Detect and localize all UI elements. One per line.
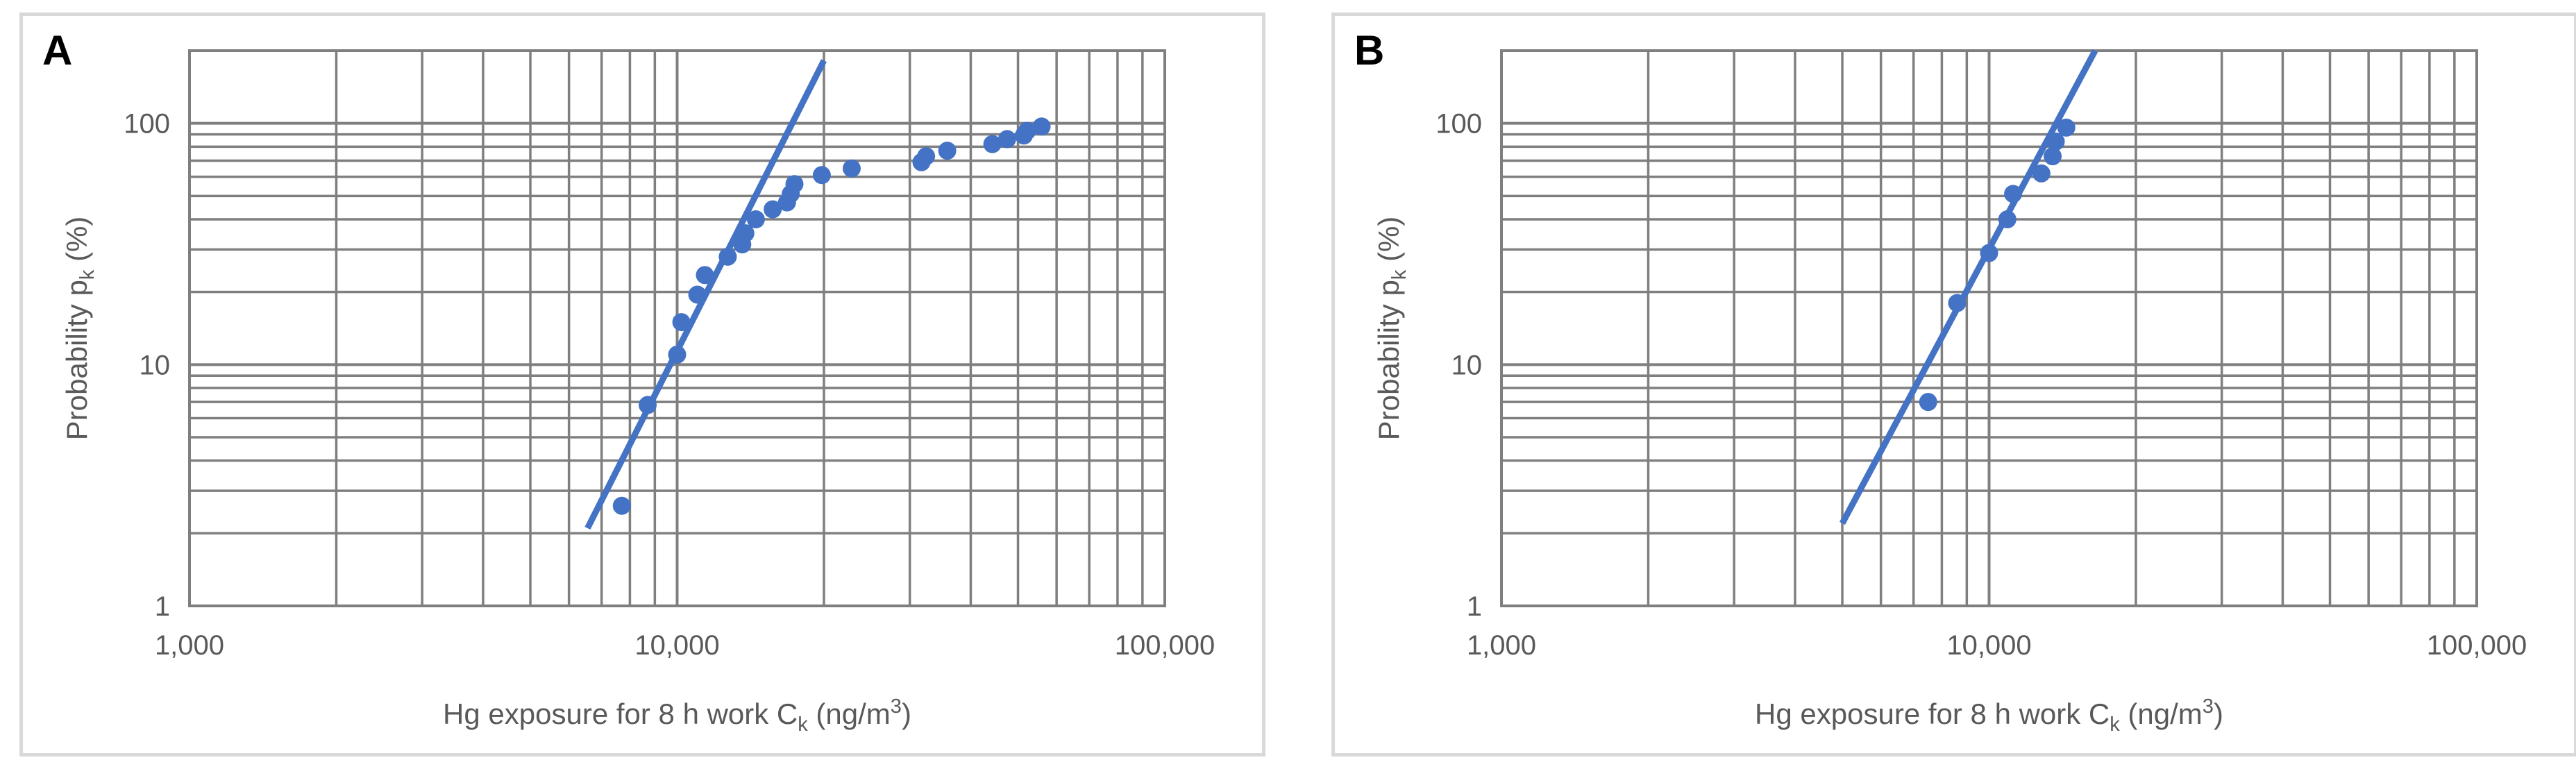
data-point [812, 166, 831, 185]
data-point [842, 159, 861, 178]
data-point [917, 147, 936, 166]
panel-letter: B [1354, 27, 1384, 74]
data-point [1032, 117, 1051, 136]
data-point [612, 496, 631, 515]
data-point [2004, 185, 2023, 203]
data-point [1919, 393, 1937, 412]
data-point [718, 247, 737, 266]
x-tick-label: 10,000 [634, 630, 719, 661]
data-point [1998, 210, 2017, 229]
data-point [983, 135, 1002, 153]
x-tick-label: 100,000 [2427, 630, 2527, 661]
chart-a-svg: A 1,000 10,000 100,000 1 10 100 Hg exposure for… [42, 27, 1215, 736]
y-tick-label: 100 [124, 109, 170, 140]
y-tick-label: 100 [1436, 109, 1482, 140]
data-point [1980, 244, 1998, 262]
plot-frame [188, 49, 1166, 607]
data-point [2057, 118, 2076, 137]
chart-b-svg: B 1,000 10,000 100,000 1 10 100 Hg exposure for… [1354, 27, 2527, 736]
gridlines [188, 49, 1166, 607]
gridlines [1500, 49, 2478, 607]
x-axis-title: Hg exposure for 8 h work Ck (ng/m3) [1755, 695, 2223, 736]
data-point [1948, 294, 1967, 312]
panel-letter: A [42, 27, 72, 74]
y-tick-label: 10 [1451, 350, 1483, 380]
data-points [612, 117, 1051, 515]
data-point [639, 396, 657, 414]
x-axis-title: Hg exposure for 8 h work Ck (ng/m3) [443, 695, 911, 736]
y-tick-label: 1 [155, 591, 170, 622]
x-tick-label: 1,000 [155, 630, 224, 661]
data-point [785, 175, 804, 194]
x-tick-label: 10,000 [1946, 630, 2031, 661]
y-tick-label: 1 [1467, 591, 1482, 622]
y-axis-title: Probability pk (%) [60, 217, 99, 441]
y-tick-label: 10 [140, 350, 171, 380]
chart-panel-b: B 1,000 10,000 100,000 1 10 100 Hg exposure for… [1331, 12, 2576, 757]
x-tick-label: 100,000 [1115, 630, 1215, 661]
data-points [1919, 118, 2076, 412]
data-point [764, 200, 782, 219]
data-point [1018, 121, 1036, 140]
data-point [2046, 132, 2065, 151]
data-point [688, 285, 707, 304]
data-point [938, 142, 957, 160]
data-point [997, 130, 1016, 149]
y-axis-title: Probability pk (%) [1372, 217, 1411, 441]
chart-panel-a: A 1,000 10,000 100,000 1 10 100 Hg exposure for… [19, 12, 1265, 757]
plot-frame [1500, 49, 2478, 607]
trendline [1840, 49, 2098, 525]
data-point [668, 345, 687, 364]
data-point [2044, 147, 2062, 166]
data-point [696, 266, 714, 285]
data-point [2032, 164, 2051, 183]
data-point [746, 210, 765, 229]
data-point [672, 313, 691, 332]
x-tick-label: 1,000 [1467, 630, 1536, 661]
data-point [736, 224, 755, 243]
